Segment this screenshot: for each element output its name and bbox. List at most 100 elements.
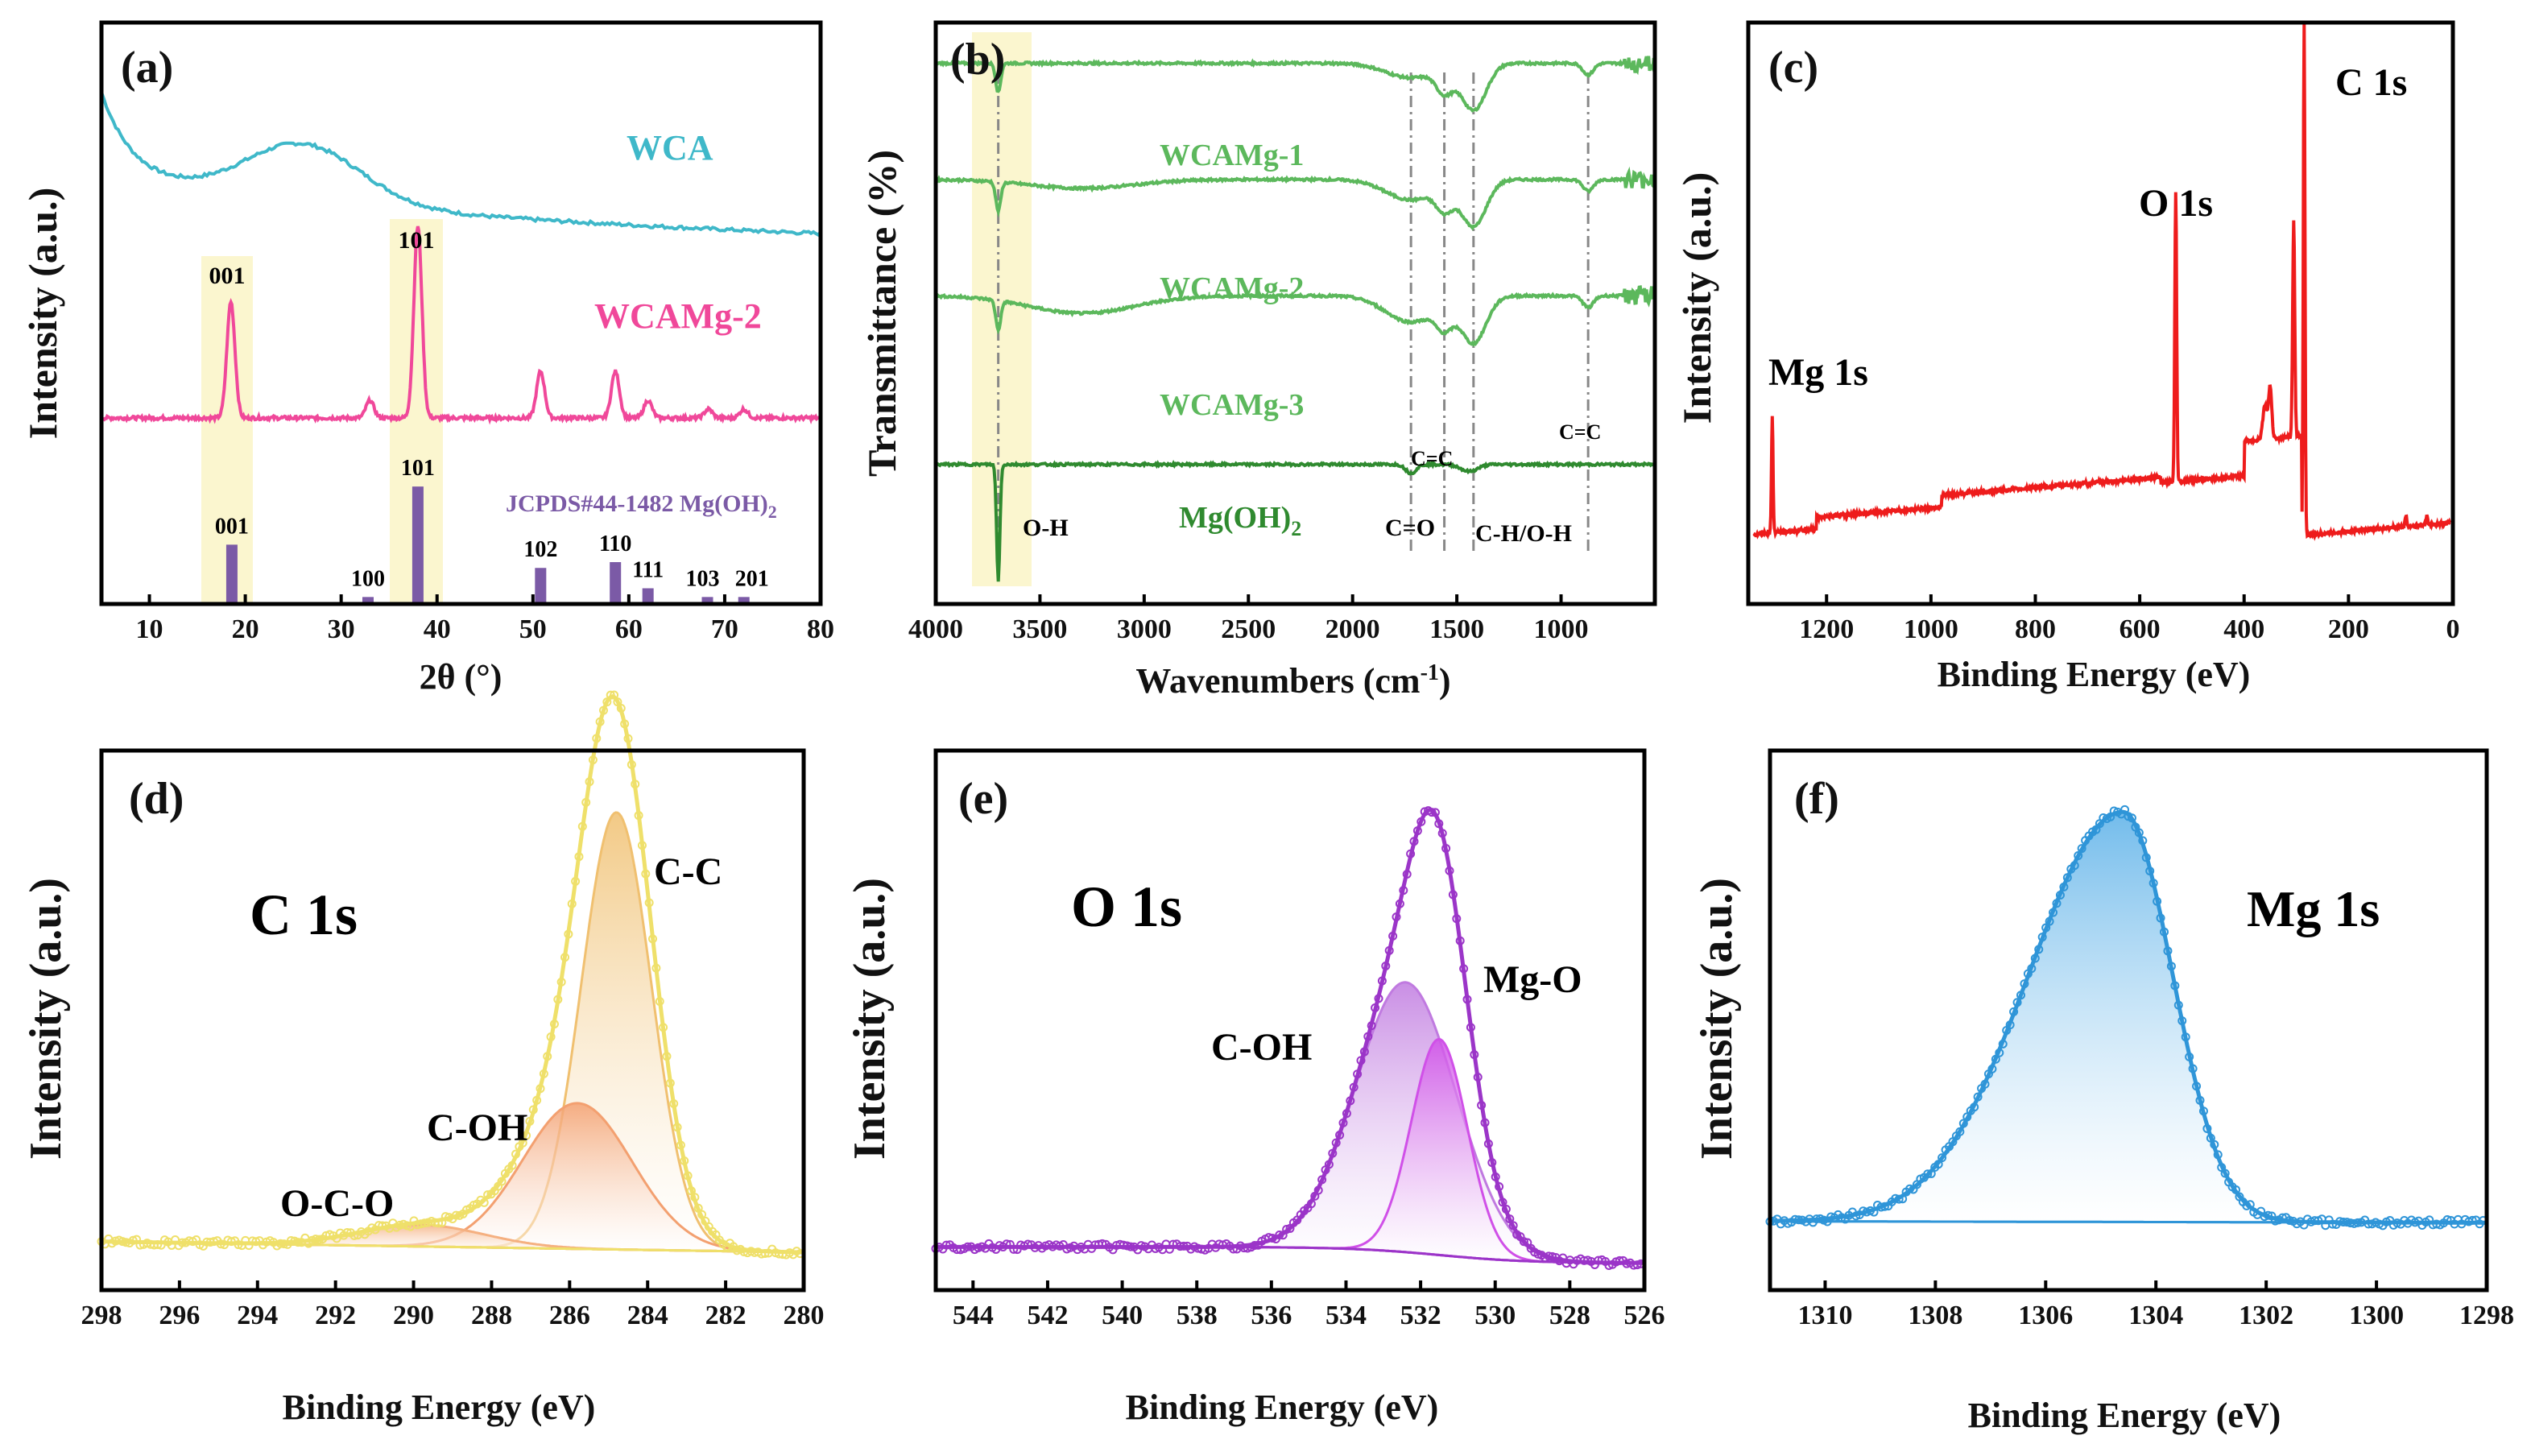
f-data-point <box>2020 979 2029 989</box>
b-series-line <box>935 166 1656 231</box>
d-x-tick-label: 292 <box>315 1301 356 1330</box>
f-data-point <box>2009 1007 2019 1016</box>
e-title: O 1s <box>1071 875 1182 939</box>
d-data-point <box>507 1160 517 1170</box>
d-data-point <box>659 1023 668 1032</box>
d-data-point <box>549 1020 559 1029</box>
d-data-point <box>532 1095 542 1105</box>
d-data-point <box>153 1239 163 1249</box>
f-x-tick-label: 1308 <box>1908 1301 1962 1330</box>
b-x-tick-label: 4000 <box>908 614 963 644</box>
f-data-point <box>2245 1200 2255 1210</box>
f-data-point <box>1926 1169 1936 1178</box>
e-data-point <box>1412 826 1422 836</box>
d-data-point <box>637 841 647 850</box>
d-data-point <box>567 899 577 908</box>
a-reference-bar-label: 110 <box>599 532 631 556</box>
a-series-label-wcamg2: WCAMg-2 <box>594 296 762 336</box>
a-x-tick-label: 70 <box>711 614 738 644</box>
e-data-point <box>1359 1047 1369 1057</box>
e-data-point <box>1331 1138 1341 1148</box>
c-x-tick-label: 200 <box>2328 614 2369 644</box>
c-panel-label: (c) <box>1768 43 1818 93</box>
f-data-point <box>2231 1185 2240 1194</box>
d-data-point <box>595 717 605 726</box>
e-data-point <box>1406 849 1416 858</box>
f-data-point <box>1995 1048 2004 1057</box>
f-x-tick-label: 1306 <box>2018 1301 2073 1330</box>
e-data-point <box>1002 1239 1011 1249</box>
e-data-point <box>1388 931 1398 941</box>
e-data-point <box>1313 1185 1323 1195</box>
d-data-point <box>479 1197 489 1207</box>
c-y-axis-title: Intensity (a.u.) <box>1674 172 1719 424</box>
d-data-point <box>602 697 612 707</box>
d-data-point <box>676 1140 685 1150</box>
d-x-tick-label: 284 <box>627 1301 668 1330</box>
e-data-point <box>1402 869 1412 879</box>
d-data-point <box>634 811 643 821</box>
e-data-point <box>1098 1239 1107 1248</box>
d-data-point <box>620 719 630 729</box>
f-data-point <box>2059 882 2069 891</box>
e-raw-data <box>931 806 1646 1271</box>
a-reference-bar <box>642 588 654 603</box>
d-data-point <box>588 755 598 765</box>
d-data-point <box>314 1235 324 1244</box>
f-data-point <box>2177 1016 2187 1026</box>
e-data-point <box>1384 945 1394 955</box>
e-data-point <box>1501 1204 1511 1214</box>
d-data-point <box>560 953 570 962</box>
panel-f: (f) Mg 1s 1310 1308 1306 1304 1302 1300 1298 B… <box>1692 748 2514 1435</box>
f-data-point <box>2148 879 2158 888</box>
d-data-point <box>598 705 608 715</box>
f-data-point <box>2153 896 2162 906</box>
d-component-label-coh: C-OH <box>427 1106 527 1149</box>
f-x-axis-title: Binding Energy (eV) <box>1968 1396 2281 1435</box>
f-data-point <box>2270 1216 2280 1226</box>
f-data-point <box>1869 1207 1879 1217</box>
d-data-point <box>585 777 594 787</box>
e-data-point <box>1342 1109 1351 1119</box>
f-data-point <box>2185 1052 2194 1061</box>
a-reference-bar <box>225 544 238 603</box>
b-x-tick-label: 3000 <box>1117 614 1172 644</box>
d-data-point <box>293 1238 303 1247</box>
e-data-point <box>1335 1130 1345 1140</box>
e-data-point <box>1473 1072 1483 1082</box>
f-data-point <box>1970 1102 1979 1112</box>
a-peak-label-101: 101 <box>399 227 435 254</box>
a-x-ticks: 10 20 30 40 50 60 70 80 <box>136 594 834 644</box>
e-component-label-mgo: Mg-O <box>1483 958 1582 1001</box>
c-survey-line <box>1752 23 2451 541</box>
e-data-point <box>1491 1172 1500 1181</box>
c-x-tick-label: 800 <box>2015 614 2056 644</box>
d-data-point <box>528 1105 538 1115</box>
d-data-point <box>623 734 633 743</box>
d-data-point <box>610 690 619 700</box>
d-data-point <box>511 1149 520 1159</box>
e-data-point <box>1483 1139 1493 1148</box>
e-data-point <box>1427 808 1437 817</box>
a-panel-label: (a) <box>121 43 173 93</box>
e-plot-area <box>931 806 1646 1271</box>
e-x-tick-label: 530 <box>1474 1301 1516 1330</box>
e-data-point <box>1498 1197 1507 1207</box>
f-x-tick-label: 1310 <box>1797 1301 1852 1330</box>
e-data-point <box>1508 1221 1518 1231</box>
c-peak-label-o1s: O 1s <box>2139 182 2213 225</box>
a-x-tick-label: 80 <box>807 614 834 644</box>
d-y-axis-title: Intensity (a.u.) <box>21 878 71 1160</box>
d-x-tick-label: 298 <box>81 1301 122 1330</box>
e-data-point <box>1353 1069 1363 1079</box>
f-data-point <box>2141 853 2151 862</box>
f-data-point <box>2127 813 2136 823</box>
f-plot-area <box>1765 805 2488 1231</box>
f-x-tick-label: 1300 <box>2349 1301 2404 1330</box>
e-data-point <box>1430 808 1440 817</box>
b-series-line <box>934 459 1656 582</box>
d-data-point <box>627 759 636 769</box>
f-data-point <box>1905 1184 1915 1193</box>
f-data-point <box>2166 962 2176 971</box>
